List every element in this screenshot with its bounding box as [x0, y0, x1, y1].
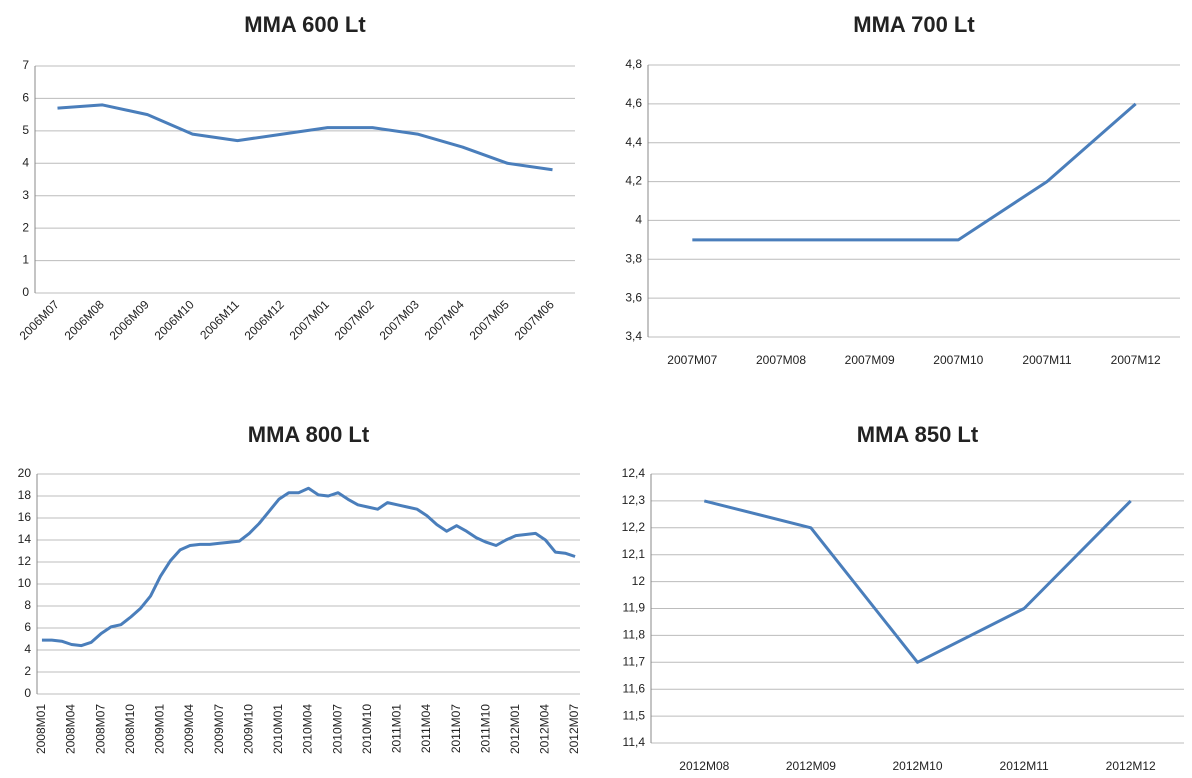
line-series	[692, 102, 1137, 242]
x-tick-label: 2008M07	[93, 704, 107, 754]
y-tick-label: 4,8	[625, 57, 642, 71]
x-tick-label: 2012M09	[786, 759, 836, 773]
y-tick-label: 11,7	[623, 654, 646, 668]
y-tick-label: 11,9	[623, 601, 646, 615]
x-tick-label: 2012M10	[892, 759, 942, 773]
x-tick-label: 2010M07	[330, 704, 344, 754]
x-tick-label: 2008M01	[34, 704, 48, 754]
x-tick-label: 2007M10	[933, 353, 983, 367]
x-tick-label: 2006M11	[197, 297, 242, 342]
y-tick-label: 2	[22, 220, 29, 234]
x-tick-label: 2008M10	[123, 704, 137, 754]
x-tick-label: 2009M10	[241, 704, 255, 754]
y-tick-label: 12,3	[622, 493, 646, 507]
y-tick-label: 18	[18, 488, 32, 502]
y-tick-label: 8	[24, 598, 31, 612]
line-series	[41, 486, 576, 648]
x-tick-label: 2007M08	[756, 353, 806, 367]
y-tick-label: 11,8	[623, 628, 646, 642]
y-tick-label: 4	[635, 213, 642, 227]
y-tick-label: 6	[22, 91, 29, 105]
y-tick-label: 6	[24, 620, 31, 634]
chart-title: MMA 800 Lt	[248, 422, 370, 447]
x-tick-label: 2009M04	[182, 704, 196, 754]
x-tick-label: 2007M02	[332, 297, 378, 343]
line-series	[57, 103, 553, 172]
y-tick-label: 3	[22, 188, 29, 202]
x-tick-label: 2007M11	[1022, 353, 1071, 367]
x-tick-label: 2012M01	[508, 704, 522, 754]
x-tick-label: 2009M07	[212, 704, 226, 754]
y-tick-label: 12,1	[622, 547, 646, 561]
x-tick-label: 2007M12	[1111, 353, 1161, 367]
x-tick-label: 2007M03	[377, 297, 423, 343]
x-tick-label: 2012M12	[1106, 759, 1156, 773]
chart-title: MMA 700 Lt	[853, 12, 975, 37]
x-tick-label: 2012M08	[679, 759, 729, 773]
y-tick-label: 12	[632, 574, 646, 588]
y-tick-label: 5	[22, 123, 29, 137]
y-tick-label: 4	[22, 155, 29, 169]
x-tick-label: 2007M04	[422, 297, 468, 343]
x-tick-label: 2007M01	[287, 297, 333, 343]
line-series	[703, 499, 1132, 664]
x-tick-label: 2012M11	[1000, 759, 1049, 773]
x-tick-label: 2008M04	[64, 704, 78, 754]
x-tick-label: 2012M07	[567, 704, 581, 754]
x-tick-label: 2007M07	[667, 353, 717, 367]
x-tick-label: 2006M07	[17, 297, 63, 343]
x-tick-label: 2011M04	[419, 704, 433, 753]
y-tick-label: 10	[18, 576, 32, 590]
x-tick-label: 2007M09	[845, 353, 895, 367]
y-tick-label: 0	[22, 285, 29, 299]
y-tick-label: 4	[24, 642, 31, 656]
x-tick-label: 2011M07	[449, 704, 463, 753]
x-tick-label: 2010M10	[360, 704, 374, 754]
x-tick-label: 2006M08	[62, 297, 108, 343]
y-tick-label: 20	[18, 466, 32, 480]
x-tick-label: 2010M04	[301, 704, 315, 754]
x-tick-label: 2006M09	[107, 297, 153, 343]
y-tick-label: 3,4	[625, 329, 642, 343]
chart-title: MMA 600 Lt	[244, 12, 366, 37]
y-tick-label: 0	[24, 686, 31, 700]
y-tick-label: 3,6	[625, 290, 642, 304]
x-tick-label: 2009M01	[153, 704, 167, 754]
y-tick-label: 12,2	[622, 520, 646, 534]
x-tick-label: 2011M01	[390, 704, 404, 753]
y-tick-label: 11,4	[623, 735, 646, 749]
y-tick-label: 4,2	[625, 174, 642, 188]
chart-title: MMA 850 Lt	[857, 422, 979, 447]
y-tick-label: 16	[18, 510, 32, 524]
x-tick-label: 2010M01	[271, 704, 285, 754]
x-tick-label: 2011M10	[478, 704, 492, 753]
x-tick-label: 2007M05	[467, 297, 513, 343]
x-tick-label: 2006M10	[152, 297, 198, 343]
y-tick-label: 11,6	[623, 681, 646, 695]
y-tick-label: 12,4	[622, 466, 646, 480]
y-tick-label: 14	[18, 532, 32, 546]
y-tick-label: 3,8	[625, 251, 642, 265]
y-tick-label: 4,4	[625, 135, 642, 149]
y-tick-label: 12	[18, 554, 32, 568]
y-tick-label: 11,5	[623, 708, 646, 722]
x-tick-label: 2012M04	[538, 704, 552, 754]
x-tick-label: 2007M06	[512, 297, 558, 343]
x-tick-label: 2006M12	[242, 297, 288, 343]
y-tick-label: 7	[22, 58, 29, 72]
y-tick-label: 1	[22, 253, 29, 267]
y-tick-label: 2	[24, 664, 31, 678]
y-tick-label: 4,6	[625, 96, 642, 110]
